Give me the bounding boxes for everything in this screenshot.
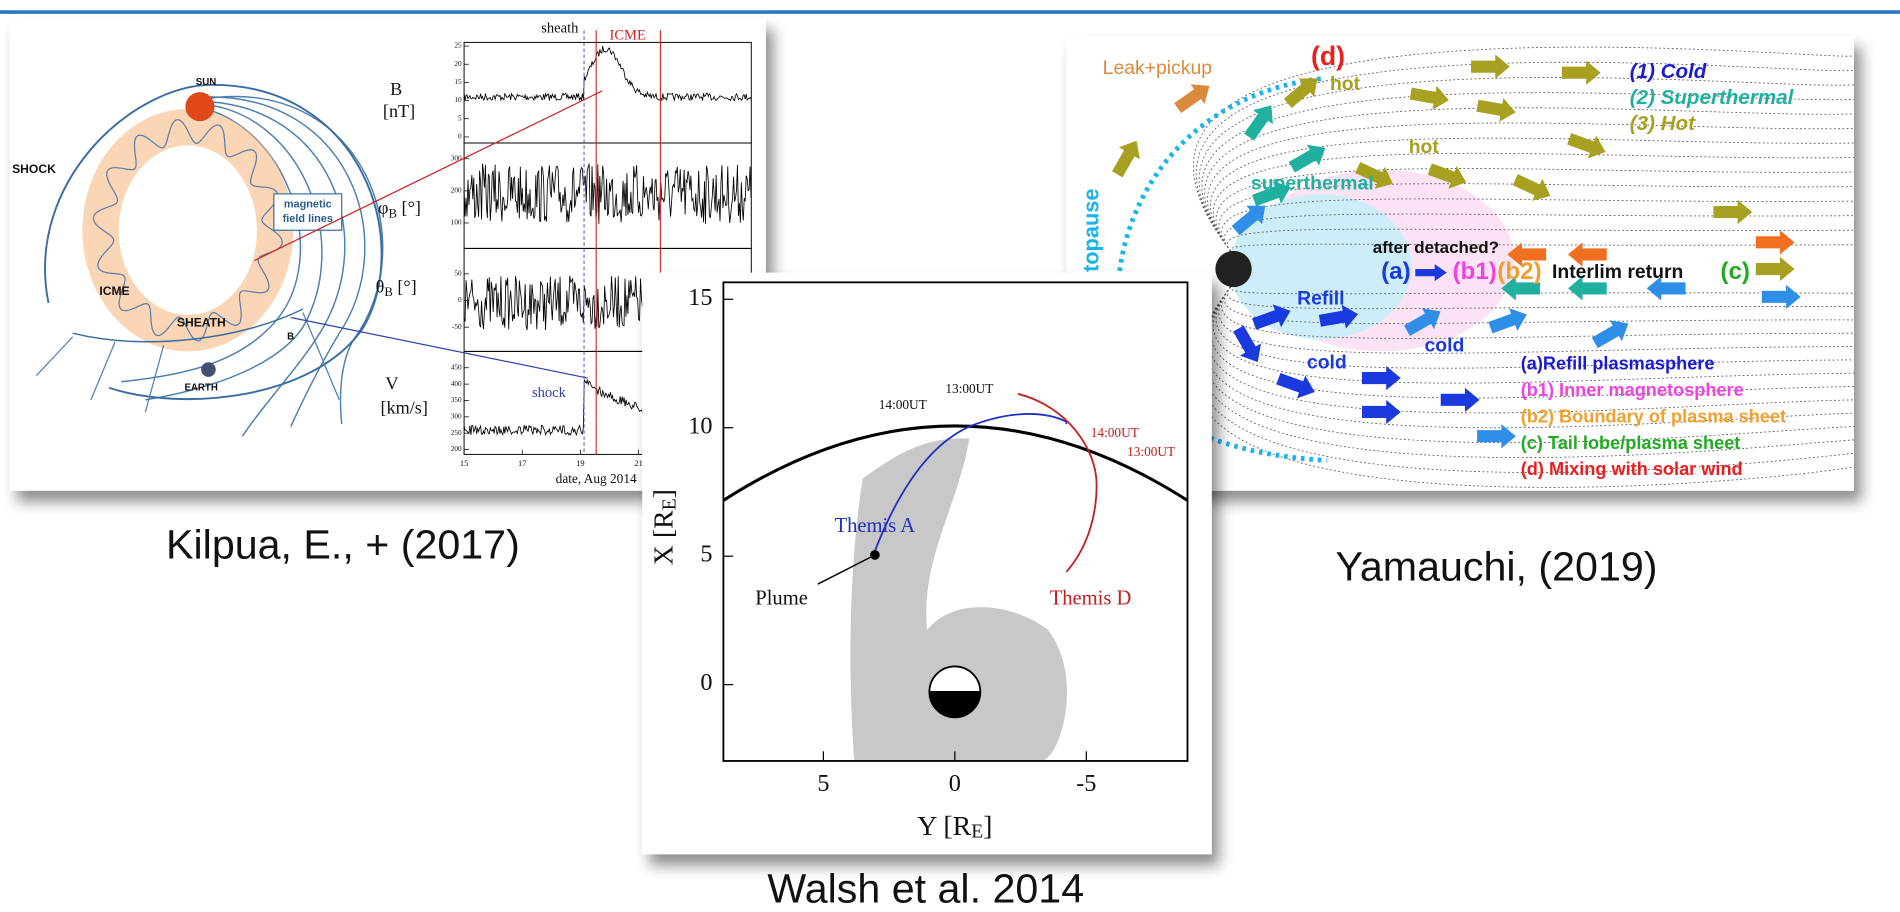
label: [nT] — [383, 101, 415, 121]
y-tick-label: 250 — [451, 429, 462, 437]
label: sheath — [541, 20, 579, 36]
label: cold — [1307, 352, 1347, 374]
y-tick-label: 300 — [451, 154, 462, 162]
label: shock — [532, 385, 567, 401]
subscript: B — [389, 206, 397, 220]
label: Themis D — [1050, 588, 1132, 610]
y-tick-label: 200 — [451, 445, 462, 453]
label: B — [287, 331, 294, 342]
label: SHOCK — [12, 162, 56, 176]
label-part: φ — [378, 198, 388, 218]
legend-entry: (c) Tail lobe/plasma sheet — [1521, 433, 1741, 453]
y-tick-label: 200 — [451, 187, 462, 195]
legend-entry: (d) Mixing with solar wind — [1521, 459, 1743, 479]
label: B — [390, 79, 402, 99]
label: (d) — [1311, 41, 1345, 71]
y-tick-label: 15 — [688, 284, 712, 311]
label: ICME — [99, 284, 129, 298]
x-tick-label: 17 — [518, 458, 526, 468]
y-tick-label: 10 — [688, 412, 712, 439]
label: SHEATH — [177, 316, 226, 330]
y-tick-label: 300 — [451, 413, 462, 421]
label: V — [385, 374, 398, 394]
caption: Yamauchi, (2019) — [1335, 543, 1657, 589]
label: date, Aug 2014 — [556, 471, 637, 486]
label: topause — [1079, 188, 1104, 272]
label-part: [°] — [397, 198, 421, 218]
legend-entry: (b1) Inner magnetosphere — [1521, 380, 1744, 400]
y-tick-label: 450 — [451, 363, 462, 371]
label-part: θ — [376, 277, 385, 297]
axis-label: φB [°] — [378, 198, 421, 221]
label-part: Y [R — [917, 811, 971, 842]
label: EARTH — [184, 382, 217, 393]
label: Plume — [755, 588, 808, 610]
label: Interlim return — [1552, 261, 1683, 283]
y-tick-label: -50 — [452, 323, 462, 331]
y-tick-label: 400 — [451, 380, 462, 388]
label: (b2) — [1497, 258, 1541, 285]
label: (c) — [1720, 258, 1750, 285]
label: [km/s] — [380, 398, 427, 418]
subscript: E — [971, 822, 983, 843]
label: SUN — [196, 77, 216, 88]
page: { "figures": { "kilpua": { "caption": "K… — [0, 0, 1900, 912]
x-tick-label: 21 — [634, 458, 642, 468]
caption: Walsh et al. 2014 — [767, 866, 1084, 912]
key-entry: (2) Superthermal — [1630, 86, 1795, 109]
legend-entry: (b2) Boundary of plasma sheet — [1521, 406, 1786, 426]
label: superthermal — [1251, 172, 1374, 194]
y-tick-label: 350 — [451, 396, 462, 404]
label-part: ] — [983, 811, 992, 842]
time-label: 14:00UT — [1091, 425, 1139, 440]
label: Leak+pickup — [1103, 57, 1212, 79]
sun — [185, 92, 214, 121]
label: Themis A — [835, 515, 916, 537]
y-tick-label: 10 — [454, 96, 462, 104]
y-tick-label: 15 — [454, 78, 462, 86]
y-tick-label: 50 — [454, 270, 462, 278]
y-tick-label: 20 — [454, 60, 462, 68]
label: after detached? — [1373, 238, 1499, 257]
x-tick-label: 5 — [817, 770, 829, 797]
y-tick-label: 5 — [700, 541, 712, 568]
y-tick-label: 0 — [458, 296, 462, 304]
key-entry: (1) Cold — [1630, 60, 1707, 83]
label: (a) — [1381, 258, 1411, 285]
subscript: B — [384, 285, 392, 299]
label: cold — [1424, 335, 1464, 357]
key-entry: (3) Hot — [1630, 112, 1696, 135]
x-tick-label: 19 — [576, 458, 584, 468]
earth — [1215, 251, 1251, 287]
time-label: 14:00UT — [879, 397, 927, 412]
label: ICME — [610, 28, 646, 44]
subscript: E — [660, 498, 681, 510]
x-tick-label: -5 — [1076, 770, 1096, 797]
x-tick-label: 0 — [949, 770, 961, 797]
y-tick-label: 0 — [700, 669, 712, 696]
x-tick-label: 15 — [460, 458, 468, 468]
label: magnetic — [284, 199, 332, 211]
legend-entry: (a)Refill plasmasphere — [1521, 354, 1715, 374]
label-part: X [R — [649, 510, 680, 565]
label: hot — [1330, 73, 1361, 95]
slide: SUN SHOCK magnetic field lines ICME SHEATH B EA… — [0, 0, 1900, 912]
y-tick-label: 25 — [454, 42, 462, 50]
y-tick-label: 100 — [451, 219, 462, 227]
time-label: 13:00UT — [1127, 444, 1175, 459]
label: hot — [1409, 136, 1440, 158]
time-label: 13:00UT — [945, 381, 993, 396]
caption: Kilpua, E., + (2017) — [166, 522, 520, 568]
earth — [201, 362, 216, 377]
label-part: ] — [649, 489, 680, 498]
label-part: [°] — [393, 277, 417, 297]
slide-content: SUN SHOCK magnetic field lines ICME SHEATH B EA… — [0, 12, 1900, 912]
label: Refill — [1297, 287, 1344, 309]
label: (b1) — [1452, 258, 1496, 285]
y-tick-label: 5 — [458, 114, 462, 122]
label: field lines — [283, 213, 333, 225]
axis-label: θB [°] — [376, 277, 417, 300]
y-tick-label: 0 — [458, 133, 462, 141]
